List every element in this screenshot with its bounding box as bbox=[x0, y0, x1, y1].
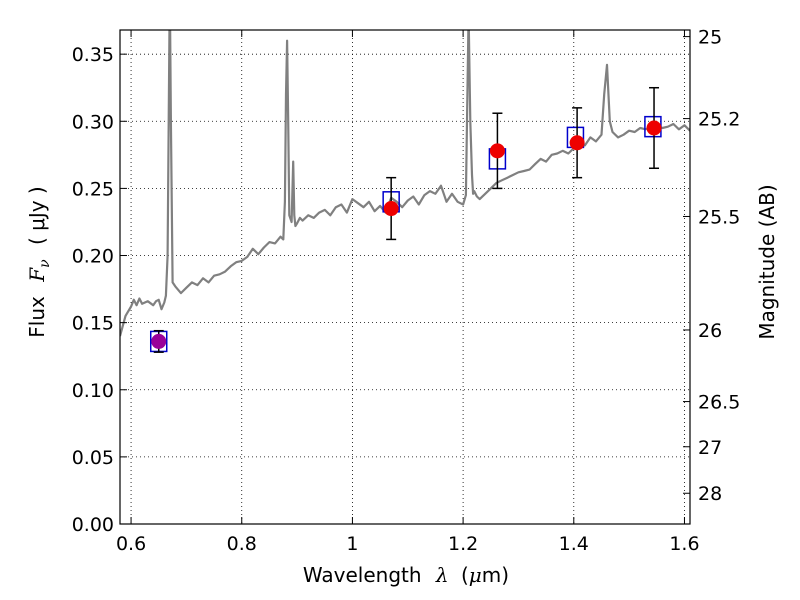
plot-frame bbox=[119, 29, 691, 525]
x-tick-label: 0.8 bbox=[227, 533, 257, 555]
plot-background bbox=[120, 30, 690, 524]
y-tick-label: 0.30 bbox=[72, 111, 114, 133]
observed-point bbox=[383, 201, 399, 217]
mag-tick-label: 27 bbox=[698, 437, 722, 459]
observed-point bbox=[646, 120, 662, 136]
x-axis-label-text: Wavelength bbox=[303, 563, 422, 587]
series-layer bbox=[120, 30, 690, 353]
y-tick-label: 0.00 bbox=[72, 514, 114, 536]
y-axis-label-symbol: F bbox=[25, 267, 49, 283]
observed-point bbox=[151, 333, 167, 349]
axis-ticks: 0.6 0.8 1 1.2 1.4 1.6 0.00 0.05 0.10 0.15 0.20 0.25… bbox=[72, 27, 741, 555]
x-tick-label: 1.4 bbox=[559, 533, 589, 555]
y-tick-label: 0.20 bbox=[72, 246, 114, 268]
y-tick-label: 0.25 bbox=[72, 178, 114, 200]
x-axis-label-unit: m) bbox=[482, 563, 509, 587]
grid-lines bbox=[120, 30, 690, 524]
x-axis-label-paren: ( bbox=[461, 563, 469, 587]
mag-tick-label: 26 bbox=[698, 320, 722, 342]
x-tick-label: 0.6 bbox=[116, 533, 146, 555]
mag-tick-label: 25 bbox=[698, 27, 722, 49]
y-tick-label: 0.15 bbox=[72, 313, 114, 335]
y-axis-label: Flux Fν ( μJy ) bbox=[25, 186, 54, 337]
y-axis-label-text: Flux bbox=[25, 296, 49, 338]
x-axis-label: Wavelength λ (μm) bbox=[303, 563, 509, 587]
y-axis-label-unit: ( μJy ) bbox=[25, 186, 49, 245]
x-axis-label-mu: μ bbox=[469, 563, 482, 587]
y2-axis-label: Magnitude (AB) bbox=[755, 184, 779, 339]
observed-point bbox=[569, 135, 585, 151]
x-tick-label: 1.2 bbox=[448, 533, 478, 555]
observed-point bbox=[489, 143, 505, 159]
x-tick-label: 1 bbox=[346, 533, 358, 555]
mag-tick-label: 25.2 bbox=[698, 109, 740, 131]
mag-tick-label: 28 bbox=[698, 483, 722, 505]
mag-tick-label: 26.5 bbox=[698, 392, 740, 414]
y-tick-label: 0.10 bbox=[72, 380, 114, 402]
x-axis-label-symbol: λ bbox=[435, 563, 449, 587]
y-tick-label: 0.35 bbox=[72, 44, 114, 66]
y-axis-label-subscript: ν bbox=[37, 259, 53, 268]
mag-tick-label: 25.5 bbox=[698, 206, 740, 228]
x-tick-label: 1.6 bbox=[669, 533, 699, 555]
y-tick-label: 0.05 bbox=[72, 447, 114, 469]
